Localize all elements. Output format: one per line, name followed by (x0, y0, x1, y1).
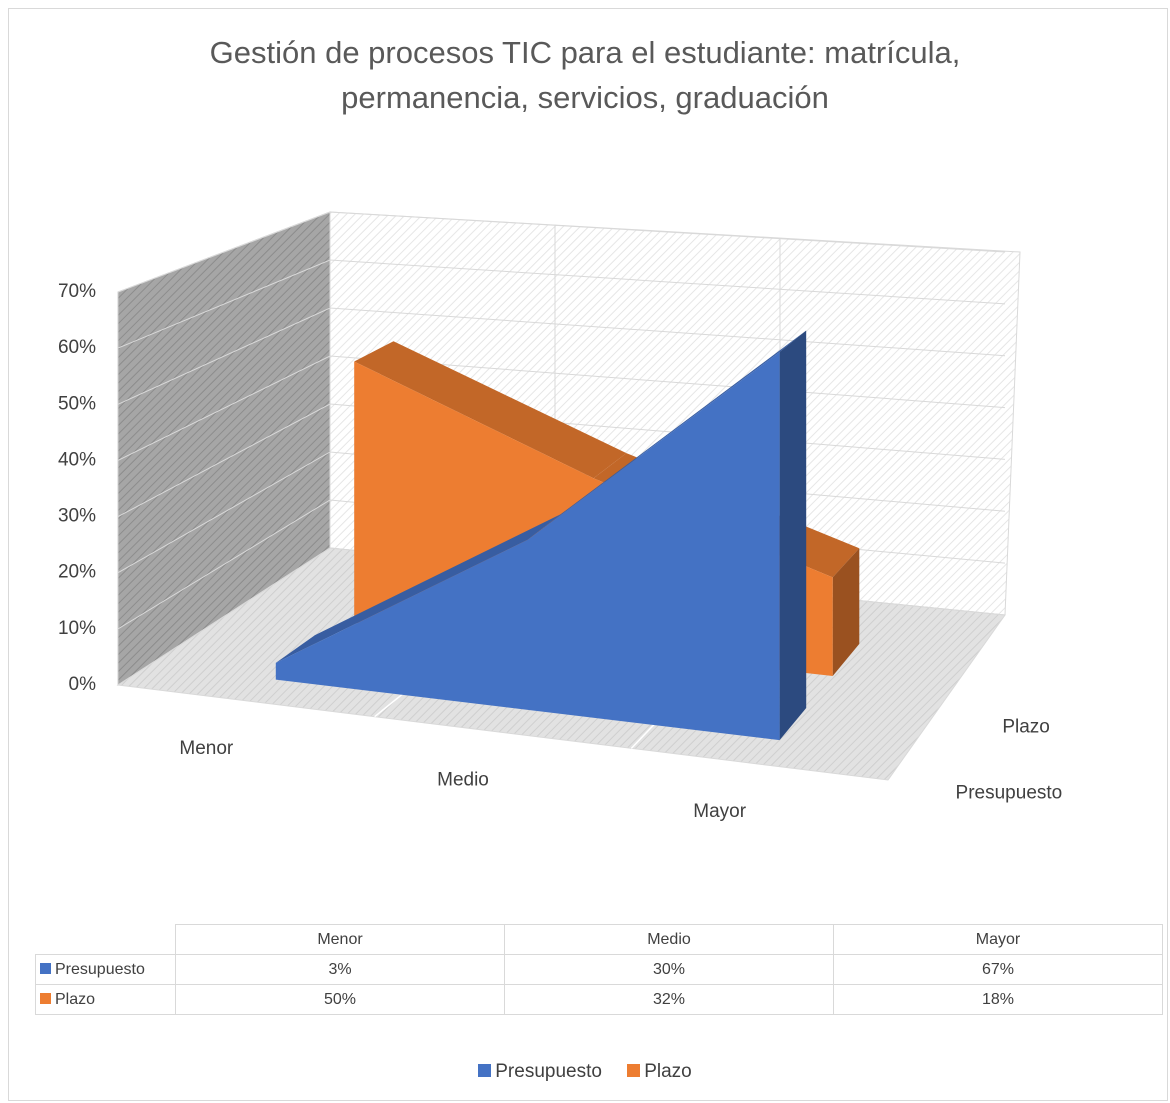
row-header: Presupuesto (35, 954, 176, 985)
y-tick-label: 10% (58, 618, 96, 639)
legend: Presupuesto Plazo (0, 1061, 1170, 1083)
area-side (832, 548, 860, 676)
area-side (779, 330, 807, 741)
y-tick-label: 40% (58, 449, 96, 470)
chart-title: Gestión de procesos TIC para el estudian… (209, 35, 961, 115)
y-tick-label: 20% (58, 562, 96, 583)
grid-line (117, 307, 1006, 405)
y-tick-label: 60% (58, 337, 96, 358)
grid-line (117, 259, 1006, 349)
chart: 0% 10% 20% 30% 40% 50% 60% 70% Menor Medio Mayor Pr… (58, 211, 1063, 822)
area-top (527, 330, 807, 540)
row-header: Plazo (35, 984, 176, 1015)
legend-label: Plazo (644, 1061, 692, 1082)
table-header: Medio (504, 924, 834, 955)
y-tick-label: 0% (69, 674, 97, 695)
legend-key (627, 1064, 641, 1077)
legend-item: Presupuesto (478, 1061, 602, 1082)
table-header: Mayor (833, 924, 1163, 955)
row-label: Presupuesto (55, 960, 145, 978)
table-header: Menor (175, 924, 505, 955)
table-cell: 18% (833, 984, 1163, 1015)
row-label: Plazo (55, 990, 96, 1008)
grid-line (117, 211, 1006, 293)
blank-cell (35, 924, 176, 955)
depth-label: Plazo (1002, 716, 1050, 737)
table-cell: 30% (504, 954, 834, 985)
depth-label: Presupuesto (956, 782, 1063, 803)
x-tick-label: Menor (179, 738, 234, 759)
area-front (275, 352, 780, 741)
legend-item: Plazo (627, 1061, 692, 1082)
area-top (354, 341, 627, 479)
x-tick-label: Mayor (693, 801, 746, 822)
chart-frame (8, 8, 1168, 1101)
y-tick-label: 70% (58, 281, 96, 302)
table-cell: 32% (504, 984, 834, 1015)
legend-key (478, 1064, 492, 1077)
table-cell: 3% (175, 954, 505, 985)
area-top (275, 514, 561, 663)
table-cell: 67% (833, 954, 1163, 985)
legend-key (40, 992, 51, 1004)
y-tick-label: 30% (58, 506, 96, 527)
data-table: Menor Medio Mayor Presupuesto 3% 30% 67%… (35, 924, 1163, 1015)
legend-label: Presupuesto (495, 1061, 602, 1082)
y-tick-label: 50% (58, 393, 96, 414)
x-tick-label: Medio (437, 770, 489, 791)
legend-key (40, 962, 51, 974)
table-cell: 50% (175, 984, 505, 1015)
